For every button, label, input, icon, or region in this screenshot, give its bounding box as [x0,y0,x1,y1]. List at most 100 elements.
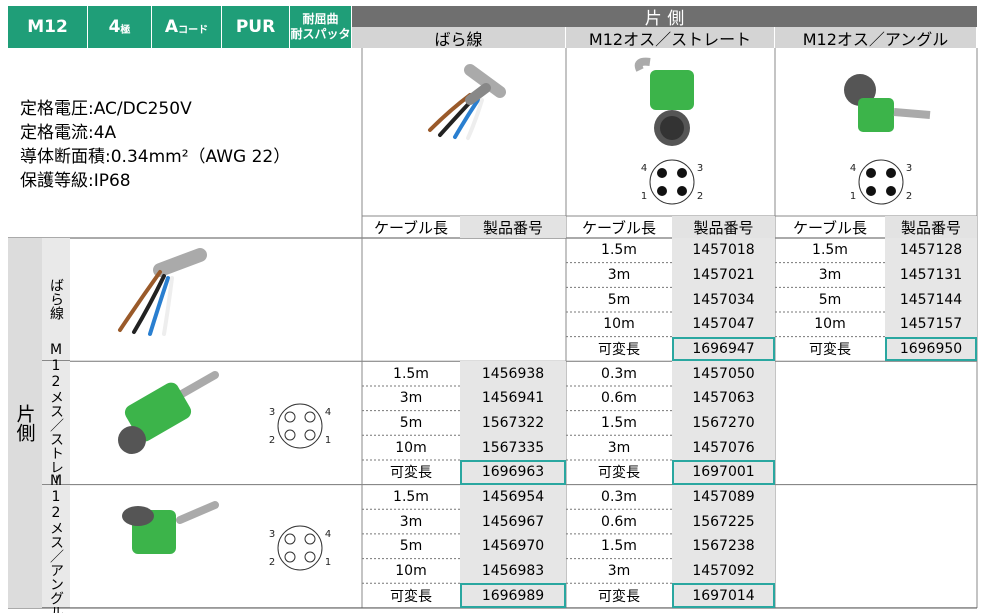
spec-line: 保護等級:IP68 [20,170,131,191]
cable-length: 可変長 [598,465,640,482]
pin-label: 3 [269,407,275,418]
header-cell: 耐屈曲 耐スパッタ [290,6,352,48]
length-header: ケーブル長 [792,218,868,237]
header-main: 4 [108,17,121,37]
part-number: 1696947 [672,336,775,362]
pin-holes [284,411,316,563]
part-number: 1696963 [460,459,566,485]
pin-label: 2 [269,435,275,446]
part-number: 1457128 [885,238,977,263]
part-number: 1457076 [672,435,775,460]
cable-length: 可変長 [598,341,640,358]
pin-dots [657,168,896,196]
cable-length: 1.5m [393,488,429,505]
part-number: 1456970 [460,533,566,559]
header-sub: 極 [120,25,131,36]
header-cell: M12 [8,6,88,48]
cable-length: 5m [399,538,423,555]
header-line: 耐スパッタ [290,27,351,41]
part-number: 1457018 [672,238,775,263]
cable-length: 1.5m [601,242,637,259]
part-number: 1457131 [885,262,977,288]
part-number: 1567225 [672,509,775,534]
part-number: 1456954 [460,484,566,510]
cable-length: 5m [607,291,631,308]
part-number: 1567322 [460,410,566,436]
pin-label: 1 [325,557,331,568]
cable-length: 1.5m [601,538,637,555]
pin-diagram [277,159,904,571]
pin-label: 1 [850,191,856,202]
cable-length: 3m [607,439,631,456]
part-number: 1696989 [460,583,566,608]
pin-label: 3 [697,163,703,174]
pin-label: 1 [325,435,331,446]
pin-label: 3 [906,163,912,174]
cable-length: 0.6m [601,390,637,407]
cable-length: 可変長 [598,588,640,605]
cable-length: 3m [607,266,631,283]
cable-length: 3m [607,562,631,579]
part-number: 1456938 [460,361,566,386]
spec-line: 定格電流:4A [20,122,117,143]
part-number: 1457047 [672,311,775,337]
part-number: 1456941 [460,385,566,411]
pin-label: 4 [325,407,331,418]
cable-length: 10m [395,439,427,456]
part-number: 1457144 [885,287,977,312]
cable-length: 1.5m [812,242,848,259]
cable-length: 10m [603,316,635,333]
column-header: M12オス／ストレート [566,27,775,49]
column-header: M12オス／アングル [775,27,977,49]
header-cell: A コード [152,6,222,48]
header-main: M12 [27,17,68,37]
header-main: A [164,17,179,37]
cable-length: 3m [399,390,423,407]
part-number: 1456983 [460,558,566,584]
cable-length: 可変長 [390,588,432,605]
column-header: ばら線 [352,27,566,49]
spec-line: 定格電圧:AC/DC250V [20,98,192,119]
spec-line: 導体断面積:0.34mm²（AWG 22） [20,146,291,167]
part-number: 1567270 [672,410,775,436]
cable-length: 0.3m [601,488,637,505]
pin-label: 3 [269,529,275,540]
header-side: 片 側 [352,6,977,29]
cable-length: 可変長 [390,465,432,482]
cable-length: 10m [395,562,427,579]
pin-label: 2 [697,191,703,202]
part-number: 1457092 [672,558,775,584]
group-label: ばら線 [42,238,70,362]
cable-length: 3m [399,513,423,530]
group-label: M12メス／アングル [42,473,70,613]
header-cell: PUR [222,6,290,48]
cable-length: 3m [818,266,842,283]
connector-illustration [634,57,931,146]
pin-label: 1 [641,191,647,202]
pin-label: 4 [850,163,856,174]
cable-length: 5m [399,414,423,431]
length-header: ケーブル長 [581,218,657,237]
pin-label: 2 [906,191,912,202]
part-header: 製品番号 [885,216,977,238]
cable-length: 1.5m [393,365,429,382]
part-number: 1567238 [672,533,775,559]
part-number: 1696950 [885,336,977,362]
pin-label: 4 [641,163,647,174]
cable-length: 可変長 [809,341,851,358]
part-number: 1697001 [672,459,775,485]
body-illustrations [118,248,219,554]
part-number: 1457063 [672,385,775,411]
row-group-label: 片側 [8,238,42,608]
part-number: 1457050 [672,361,775,386]
part-header: 製品番号 [460,216,566,238]
cable-length: 0.6m [601,513,637,530]
part-number: 1457089 [672,484,775,510]
part-number: 1567335 [460,435,566,460]
group-label: M12メス／ストレート [42,342,70,502]
pin-label: 2 [269,557,275,568]
pin-label: 4 [325,529,331,540]
